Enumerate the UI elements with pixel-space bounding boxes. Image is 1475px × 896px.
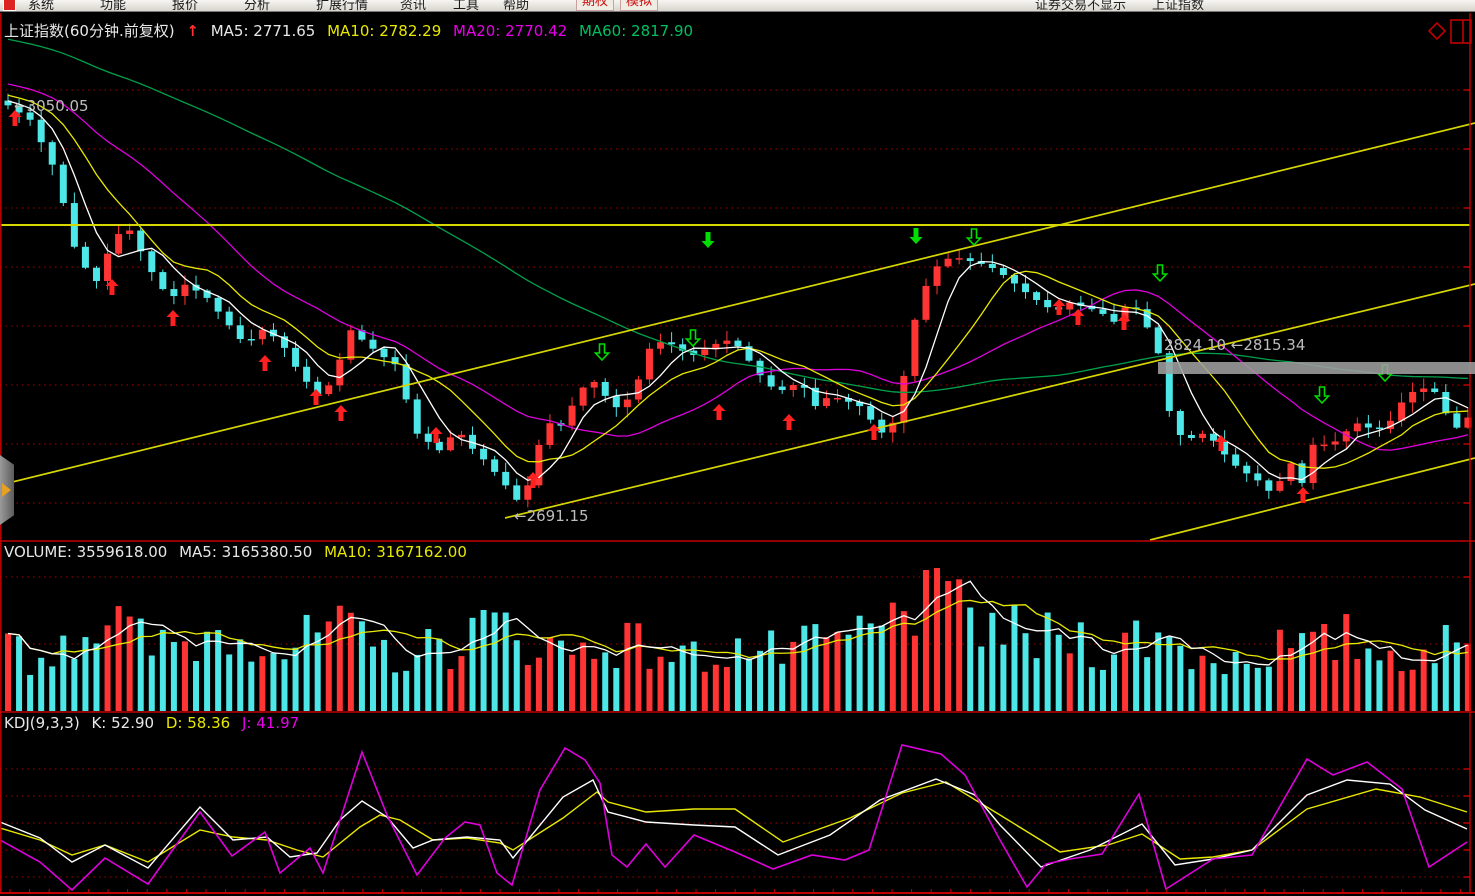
annotation-high-price: ←3050.05 — [14, 97, 89, 115]
menu-item-3[interactable]: 分析 — [244, 0, 271, 12]
volume-ma10-value: MA10: 3167162.00 — [324, 543, 467, 561]
split-window-icon[interactable] — [1450, 19, 1472, 44]
kdj-name: KDJ(9,3,3) — [4, 714, 80, 732]
app-logo-icon[interactable] — [3, 0, 16, 11]
menu-item-7[interactable]: 帮助 — [503, 0, 530, 12]
annotation-low-price: ←2691.15 — [514, 507, 589, 525]
menu-item-6[interactable]: 工具 — [453, 0, 480, 12]
kdj-j-value: J: 41.97 — [241, 714, 300, 732]
kdj-k-value: K: 52.90 — [91, 714, 155, 732]
up-arrow-icon: ↑ — [186, 22, 199, 40]
menu-item-5[interactable]: 资讯 — [400, 0, 427, 12]
ma5-value: MA5: 2771.65 — [210, 22, 316, 40]
volume-header: VOLUME: 3559618.00 MA5: 3165380.50 MA10:… — [4, 543, 474, 561]
menu-hot-item-0[interactable]: 期权 — [576, 0, 615, 11]
main-chart-header: 上证指数(60分钟.前复权) ↑ MA5: 2771.65 MA10: 2782… — [4, 20, 700, 41]
menu-hot-item-1[interactable]: 模拟 — [620, 0, 659, 11]
left-panel-expand-tab[interactable] — [0, 455, 14, 525]
status-current-symbol: 上证指数 — [1152, 0, 1205, 12]
menu-bar: 系统 功能 报价 分析 扩展行情 资讯 工具 帮助 期权 模拟 证券交易不显示 上证指数 — [0, 0, 1475, 12]
volume-ma5-value: MA5: 3165380.50 — [179, 543, 313, 561]
diamond-icon[interactable] — [1427, 21, 1447, 41]
chart-title: 上证指数(60分钟.前复权) — [4, 22, 175, 40]
annotation-recent-price: 2824.10 ←2815.34 — [1164, 336, 1306, 354]
volume-value: VOLUME: 3559618.00 — [4, 543, 168, 561]
price-highlight-bar — [1158, 362, 1475, 374]
menu-item-1[interactable]: 功能 — [100, 0, 127, 12]
kdj-header: KDJ(9,3,3) K: 52.90 D: 58.36 J: 41.97 — [4, 714, 306, 732]
kdj-d-value: D: 58.36 — [165, 714, 231, 732]
menu-item-4[interactable]: 扩展行情 — [316, 0, 369, 12]
ma60-value: MA60: 2817.90 — [578, 22, 694, 40]
ma20-value: MA20: 2770.42 — [453, 22, 568, 40]
expand-arrow-icon — [2, 483, 11, 497]
menu-item-0[interactable]: 系统 — [28, 0, 55, 12]
menu-item-2[interactable]: 报价 — [172, 0, 199, 12]
ma10-value: MA10: 2782.29 — [327, 22, 442, 40]
status-trade-hint: 证券交易不显示 — [1035, 0, 1127, 12]
